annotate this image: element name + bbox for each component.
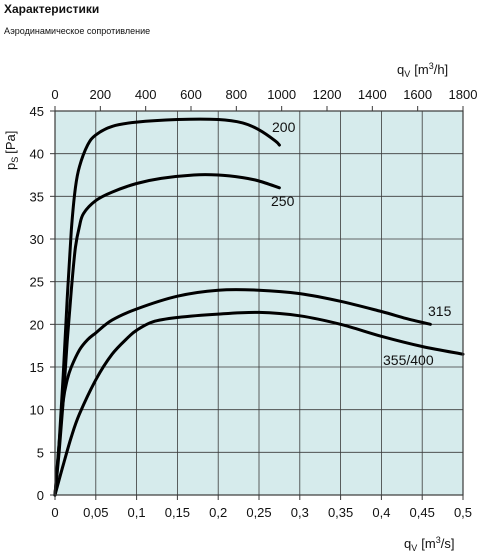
y-axis-label: pS[Pa]	[3, 131, 20, 170]
x-top-tick-label: 1400	[358, 87, 387, 102]
x-top-tick-label: 1000	[267, 87, 296, 102]
page-heading: Характеристики	[4, 2, 100, 16]
x-tick-label: 0,2	[209, 505, 227, 520]
x-tick-label: 0,25	[246, 505, 271, 520]
y-tick-label: 25	[30, 275, 44, 290]
x-tick-label: 0	[51, 505, 58, 520]
series-line-250	[53, 173, 281, 497]
y-tick-label: 30	[30, 232, 44, 247]
curves	[53, 117, 465, 497]
plot-frame	[54, 110, 464, 496]
x-top-tick-label: 1200	[313, 87, 342, 102]
x-tick-label: 0,4	[372, 505, 390, 520]
series-line-355-400	[53, 310, 465, 497]
x-top-tick-label: 200	[89, 87, 111, 102]
x-top-tick-label: 400	[135, 87, 157, 102]
x-top-tick-label: 600	[180, 87, 202, 102]
series-label-355-400: 355/400	[383, 352, 434, 368]
series-line-315	[53, 288, 432, 497]
series-labels: 200 250 315 355/400	[271, 119, 452, 368]
x-tick-label: 0,45	[410, 505, 435, 520]
y-tick-label: 40	[30, 147, 44, 162]
x-top-tick-label: 800	[225, 87, 247, 102]
y-tick-label: 15	[30, 360, 44, 375]
page-subheading: Аэродинамическое сопротивление	[4, 26, 151, 36]
y-tick-label: 10	[30, 403, 44, 418]
series-label-315: 315	[428, 303, 452, 319]
x-tick-label: 0,15	[165, 505, 190, 520]
series-line-200	[53, 117, 281, 497]
y-tick-label: 35	[30, 189, 44, 204]
y-tick-label: 5	[37, 445, 44, 460]
y-tick-label: 20	[30, 317, 44, 332]
series-label-250: 250	[271, 193, 295, 209]
x-top-tick-label: 1600	[403, 87, 432, 102]
x-top-tick-label: 0	[51, 87, 58, 102]
x-tick-label: 0,35	[328, 505, 353, 520]
x-tick-label: 0,3	[291, 505, 309, 520]
tick-labels: 0 0,05 0,1 0,15 0,2 0,25 0,3 0,35 0,4 0,45 0,5 0 5 10…	[30, 87, 478, 520]
x-top-axis-label: qV [m3/h]	[397, 61, 448, 79]
x-tick-label: 0,05	[83, 505, 108, 520]
x-tick-label: 0,5	[454, 505, 472, 520]
x-bottom-axis-label: qV [m3/s]	[404, 535, 454, 553]
x-tick-label: 0,1	[128, 505, 146, 520]
y-tick-label: 45	[30, 104, 44, 119]
series-label-200: 200	[272, 119, 296, 135]
x-top-tick-label: 1800	[449, 87, 478, 102]
y-tick-label: 0	[37, 488, 44, 503]
